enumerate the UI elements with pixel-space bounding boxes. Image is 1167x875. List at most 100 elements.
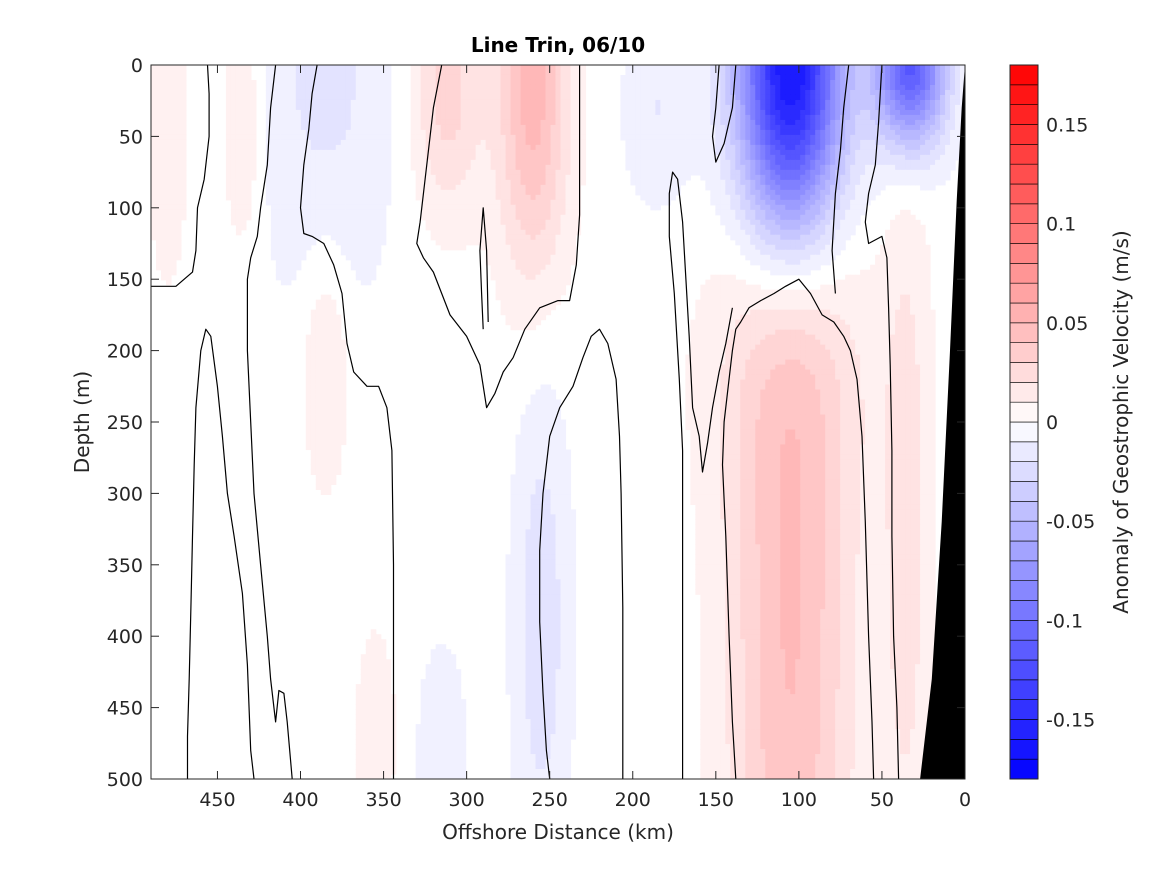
field-cell — [890, 94, 896, 101]
field-cell — [410, 94, 417, 101]
field-cell — [935, 139, 941, 146]
field-cell — [810, 144, 816, 151]
field-cell — [935, 179, 941, 186]
field-cell — [825, 79, 831, 86]
field-cell — [315, 65, 322, 71]
field-cell — [355, 109, 362, 116]
field-cell — [315, 204, 322, 211]
field-cell — [645, 194, 651, 201]
field-cell — [905, 124, 911, 131]
field-cell — [820, 244, 826, 251]
field-cell — [540, 114, 547, 121]
field-cell — [830, 89, 836, 96]
field-cell — [175, 69, 182, 76]
field-cell — [345, 69, 352, 76]
field-cell — [535, 154, 542, 161]
field-cell — [790, 84, 796, 91]
field-cell — [735, 69, 741, 76]
field-cell — [425, 129, 432, 136]
field-cell — [705, 184, 711, 191]
field-cell — [540, 264, 547, 271]
field-cell — [525, 129, 532, 136]
field-cell — [505, 179, 512, 186]
field-cell — [555, 179, 562, 186]
field-cell — [770, 164, 776, 171]
field-cell — [625, 65, 632, 71]
field-cell — [895, 89, 901, 96]
field-cell — [800, 94, 806, 101]
field-cell — [820, 65, 826, 71]
field-cell — [510, 119, 517, 126]
field-cell — [730, 169, 736, 176]
field-cell — [225, 159, 232, 166]
field-cell — [695, 134, 701, 141]
field-cell — [160, 179, 167, 186]
field-cell — [925, 129, 931, 136]
field-cell — [670, 114, 676, 121]
field-cell — [540, 104, 547, 111]
field-cell — [725, 104, 731, 111]
field-cell — [785, 104, 791, 111]
field-cell — [300, 214, 307, 221]
field-cell — [850, 159, 856, 166]
field-cell — [885, 114, 891, 121]
field-cell — [890, 144, 896, 151]
field-cell — [920, 164, 926, 171]
field-cell — [435, 139, 442, 146]
field-cell — [810, 234, 816, 241]
field-cell — [325, 184, 332, 191]
field-cell — [515, 209, 522, 216]
field-cell — [750, 74, 756, 81]
field-cell — [305, 65, 312, 71]
field-cell — [295, 169, 302, 176]
field-cell — [151, 234, 157, 241]
field-cell — [235, 65, 242, 71]
field-cell — [285, 239, 292, 246]
field-cell — [325, 104, 332, 111]
field-cell — [760, 194, 766, 201]
field-cell — [550, 269, 557, 276]
field-cell — [835, 149, 841, 156]
field-cell — [635, 179, 641, 186]
field-cell — [840, 129, 846, 136]
field-cell — [745, 119, 751, 126]
field-cell — [545, 254, 552, 261]
field-cell — [455, 94, 462, 101]
field-cell — [310, 65, 317, 71]
field-cell — [365, 184, 372, 191]
field-cell — [235, 174, 242, 181]
field-cell — [720, 179, 726, 186]
field-cell — [495, 204, 502, 211]
field-cell — [445, 74, 452, 81]
field-cell — [890, 159, 896, 166]
field-cell — [540, 239, 547, 246]
field-cell — [155, 164, 162, 171]
field-cell — [165, 249, 172, 256]
field-cell — [445, 174, 452, 181]
field-cell — [775, 84, 781, 91]
field-cell — [940, 104, 946, 111]
field-cell — [430, 154, 437, 161]
field-cell — [840, 219, 846, 226]
field-cell — [770, 104, 776, 111]
field-cell — [345, 159, 352, 166]
field-cell — [285, 144, 292, 151]
field-cell — [535, 109, 542, 116]
field-cell — [340, 144, 347, 151]
field-cell — [775, 119, 781, 126]
field-cell — [290, 99, 297, 106]
field-cell — [770, 124, 776, 131]
field-cell — [805, 259, 811, 266]
field-cell — [460, 124, 467, 131]
field-cell — [725, 184, 731, 191]
field-cell — [305, 79, 312, 86]
field-cell — [330, 174, 337, 181]
field-cell — [560, 74, 567, 81]
field-cell — [180, 84, 187, 91]
field-cell — [545, 179, 552, 186]
field-cell — [315, 224, 322, 231]
field-cell — [555, 144, 562, 151]
field-cell — [675, 114, 681, 121]
field-cell — [755, 224, 761, 231]
field-cell — [815, 119, 821, 126]
